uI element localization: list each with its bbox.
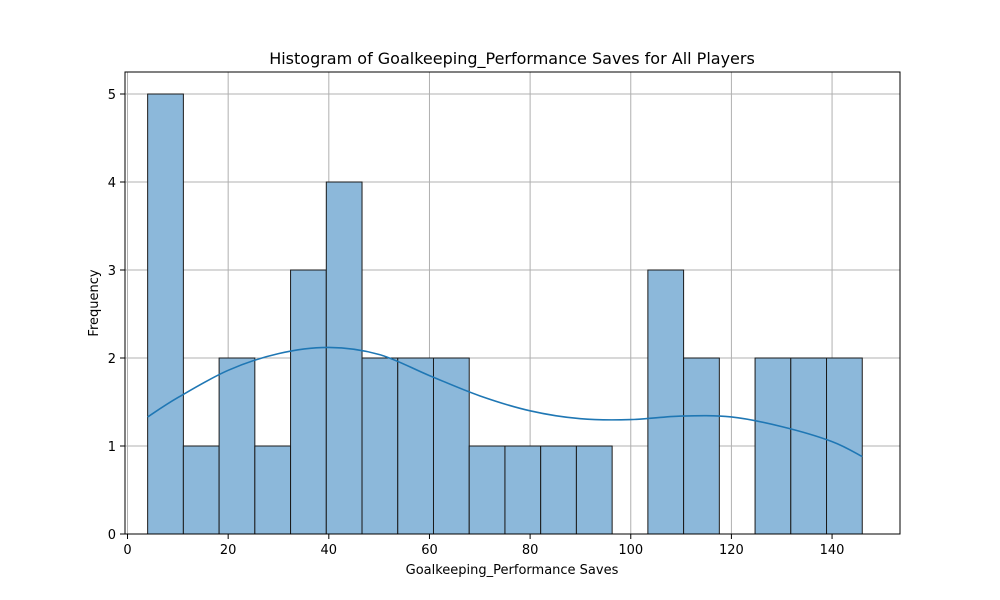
y-tick-label: 0: [108, 528, 116, 543]
x-tick-label: 140: [820, 543, 845, 558]
x-tick-label: 0: [123, 543, 131, 558]
y-tick-label: 1: [108, 440, 116, 455]
x-tick-label: 100: [618, 543, 643, 558]
histogram-bar: [575, 445, 613, 535]
y-axis-label: Frequency: [87, 269, 102, 336]
histogram-bar: [147, 93, 184, 535]
histogram-bars: [147, 93, 863, 535]
axis-ticks: 0 20 40 60 80 100 120 140 0 1 2 3 4 5: [108, 88, 845, 558]
histogram-bar: [182, 445, 220, 535]
y-tick-label: 5: [108, 88, 116, 103]
x-axis-label: Goalkeeping_Performance Saves: [406, 563, 619, 578]
kde-curve-layer: [147, 346, 863, 458]
histogram-bar: [325, 181, 363, 535]
x-tick-label: 80: [522, 543, 539, 558]
y-tick-label: 2: [108, 352, 116, 367]
histogram-bar: [826, 357, 863, 535]
x-tick-label: 20: [220, 543, 237, 558]
histogram-bar: [683, 357, 720, 535]
histogram-bar: [540, 445, 577, 535]
x-tick-label: 120: [719, 543, 744, 558]
histogram-bar: [790, 357, 828, 535]
histogram-bar: [432, 357, 470, 535]
x-tick-label: 60: [421, 543, 438, 558]
histogram-bar: [290, 269, 327, 535]
chart-title: Histogram of Goalkeeping_Performance Sav…: [269, 49, 755, 69]
x-tick-label: 40: [321, 543, 338, 558]
y-tick-label: 4: [108, 176, 116, 191]
plot-frame: [124, 71, 901, 535]
histogram-bar: [754, 357, 792, 535]
kde-line: [147, 346, 863, 458]
histogram-bar: [504, 445, 542, 535]
histogram-bar: [361, 357, 399, 535]
histogram-bar: [397, 357, 434, 535]
histogram-bar: [254, 445, 292, 535]
histogram-bar: [468, 445, 506, 535]
y-tick-label: 3: [108, 264, 116, 279]
histogram-bar: [647, 269, 685, 535]
histogram-bar: [218, 357, 256, 535]
